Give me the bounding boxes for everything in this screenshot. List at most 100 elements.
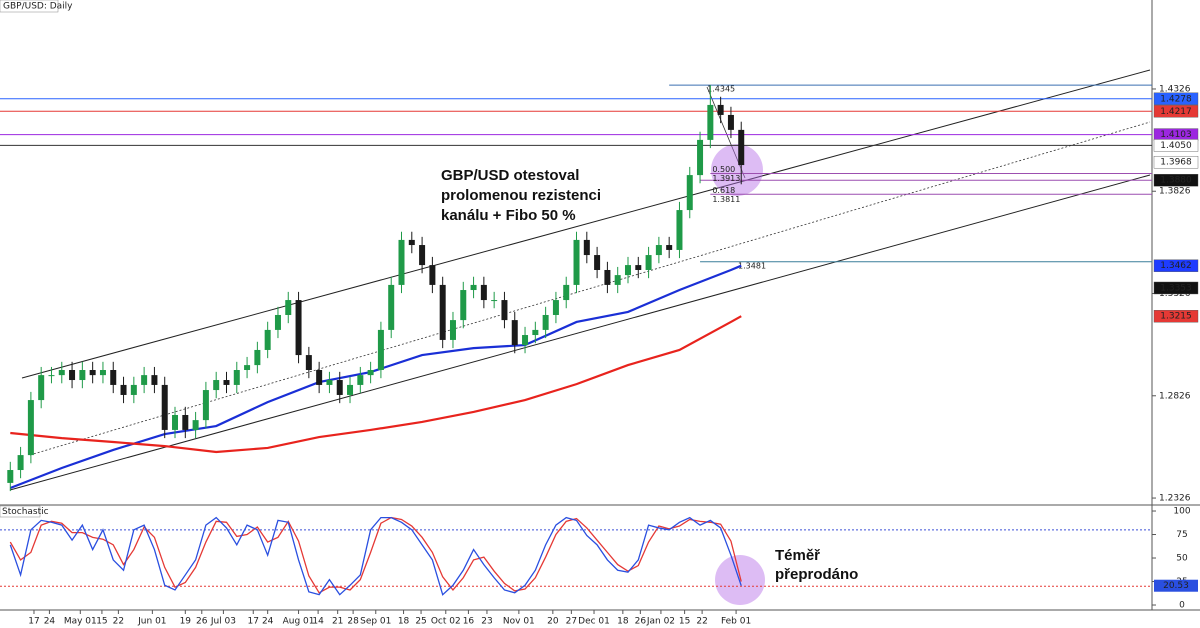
candle-body xyxy=(316,370,323,385)
candle-body xyxy=(7,470,14,483)
candle-body xyxy=(727,114,734,130)
candle-body xyxy=(336,380,343,395)
x-tick-label: 23 xyxy=(481,617,492,627)
stoch-line xyxy=(9,516,742,594)
candle-body xyxy=(635,265,642,270)
fib-price: 1.4345 xyxy=(707,85,735,94)
fib-price: 1.3811 xyxy=(712,195,740,204)
candle-body xyxy=(666,245,673,250)
stoch-tick-label: 75 xyxy=(1176,530,1187,540)
level-label: 1.3462 xyxy=(1160,261,1192,271)
annotation: GBP/USD otestoval xyxy=(441,167,579,184)
candle-body xyxy=(491,300,498,302)
candle-body xyxy=(717,104,724,115)
candle-body xyxy=(552,300,559,315)
candle-body xyxy=(408,239,415,246)
x-tick-label: 18 xyxy=(398,617,410,627)
fib-ratio: 0.618 xyxy=(712,186,735,195)
candle-body xyxy=(48,375,55,377)
y-tick-label: 1.2826 xyxy=(1159,391,1191,401)
moving-average xyxy=(9,264,742,490)
x-tick-label: 28 xyxy=(347,617,359,627)
candle-body xyxy=(388,284,395,330)
candle-body xyxy=(38,375,45,401)
x-tick-label: 19 xyxy=(180,617,192,627)
candle-body xyxy=(161,384,168,430)
candle-body xyxy=(449,320,456,340)
candle-body xyxy=(511,320,518,346)
candle-body xyxy=(357,375,364,385)
level-box xyxy=(1153,173,1199,187)
level-label: 1.3215 xyxy=(1160,312,1192,322)
candle-body xyxy=(305,355,312,371)
level-box xyxy=(1153,281,1199,295)
y-tick-label: 1.4326 xyxy=(1159,84,1191,94)
stoch-tick-label: 50 xyxy=(1176,554,1188,564)
annotation: přeprodáno xyxy=(775,566,858,583)
fib-price: 1.3481 xyxy=(738,261,766,270)
x-tick-label: Jun 01 xyxy=(137,617,166,627)
candle-body xyxy=(79,370,86,381)
candle-body xyxy=(274,314,281,330)
highlight-circle xyxy=(711,144,763,196)
channel-lower xyxy=(9,174,1151,491)
candle-body xyxy=(233,370,240,385)
level-box xyxy=(1153,155,1199,169)
x-tick-label: Jan 02 xyxy=(646,617,675,627)
candle-body xyxy=(202,390,209,421)
y-tick-label: 1.3826 xyxy=(1159,187,1191,197)
candle-body xyxy=(573,239,580,285)
candle-body xyxy=(377,329,384,371)
x-tick-label: 15 xyxy=(96,617,107,627)
x-tick-label: Oct 02 xyxy=(431,617,461,627)
stoch-title: Stochastic xyxy=(2,507,49,517)
candle-body xyxy=(99,370,106,376)
x-tick-label: Jul 03 xyxy=(210,617,236,627)
candle-body xyxy=(89,370,96,376)
candle-body xyxy=(285,300,292,315)
candle-body xyxy=(130,384,137,395)
candle-body xyxy=(213,380,220,391)
candle-body xyxy=(192,420,199,430)
level-box xyxy=(1153,139,1199,152)
level-label: 1.3880 xyxy=(1160,176,1192,186)
annotation: kanálu + Fibo 50 % xyxy=(441,207,576,224)
candle-body xyxy=(563,284,570,301)
candle-body xyxy=(594,255,601,270)
candle-body xyxy=(110,370,117,385)
stoch-tick-label: 0 xyxy=(1179,601,1185,611)
annotation: prolomenou rezistenci xyxy=(441,187,601,204)
x-tick-label: 24 xyxy=(44,617,56,627)
x-tick-label: 15 xyxy=(679,617,690,627)
candle-body xyxy=(470,284,477,291)
candle-body xyxy=(655,245,662,256)
candle-body xyxy=(614,275,621,285)
candle-body xyxy=(501,300,508,321)
x-tick-label: 16 xyxy=(463,617,475,627)
x-tick-label: 24 xyxy=(262,617,274,627)
x-tick-label: 22 xyxy=(113,617,124,627)
x-tick-label: 17 xyxy=(248,617,259,627)
candle-body xyxy=(604,269,611,285)
y-tick-label: 1.2326 xyxy=(1159,494,1191,504)
x-tick-label: 17 xyxy=(28,617,39,627)
candle-body xyxy=(429,265,436,285)
candle-body xyxy=(347,384,354,395)
candle-body xyxy=(480,284,487,301)
level-label: 1.4050 xyxy=(1160,141,1192,151)
candle-body xyxy=(295,300,302,356)
x-tick-label: 20 xyxy=(547,617,559,627)
stoch-value-label: 20.53 xyxy=(1163,581,1189,591)
candle-body xyxy=(27,400,34,456)
chart-title: GBP/USD: Daily xyxy=(3,2,73,12)
level-label: 1.3968 xyxy=(1160,158,1192,168)
x-tick-label: 21 xyxy=(332,617,343,627)
candle-body xyxy=(172,415,179,430)
x-tick-label: 14 xyxy=(312,617,324,627)
x-tick-label: Nov 01 xyxy=(503,617,535,627)
x-tick-label: Sep 01 xyxy=(360,617,391,627)
fib-price: 1.3913 xyxy=(712,174,740,183)
